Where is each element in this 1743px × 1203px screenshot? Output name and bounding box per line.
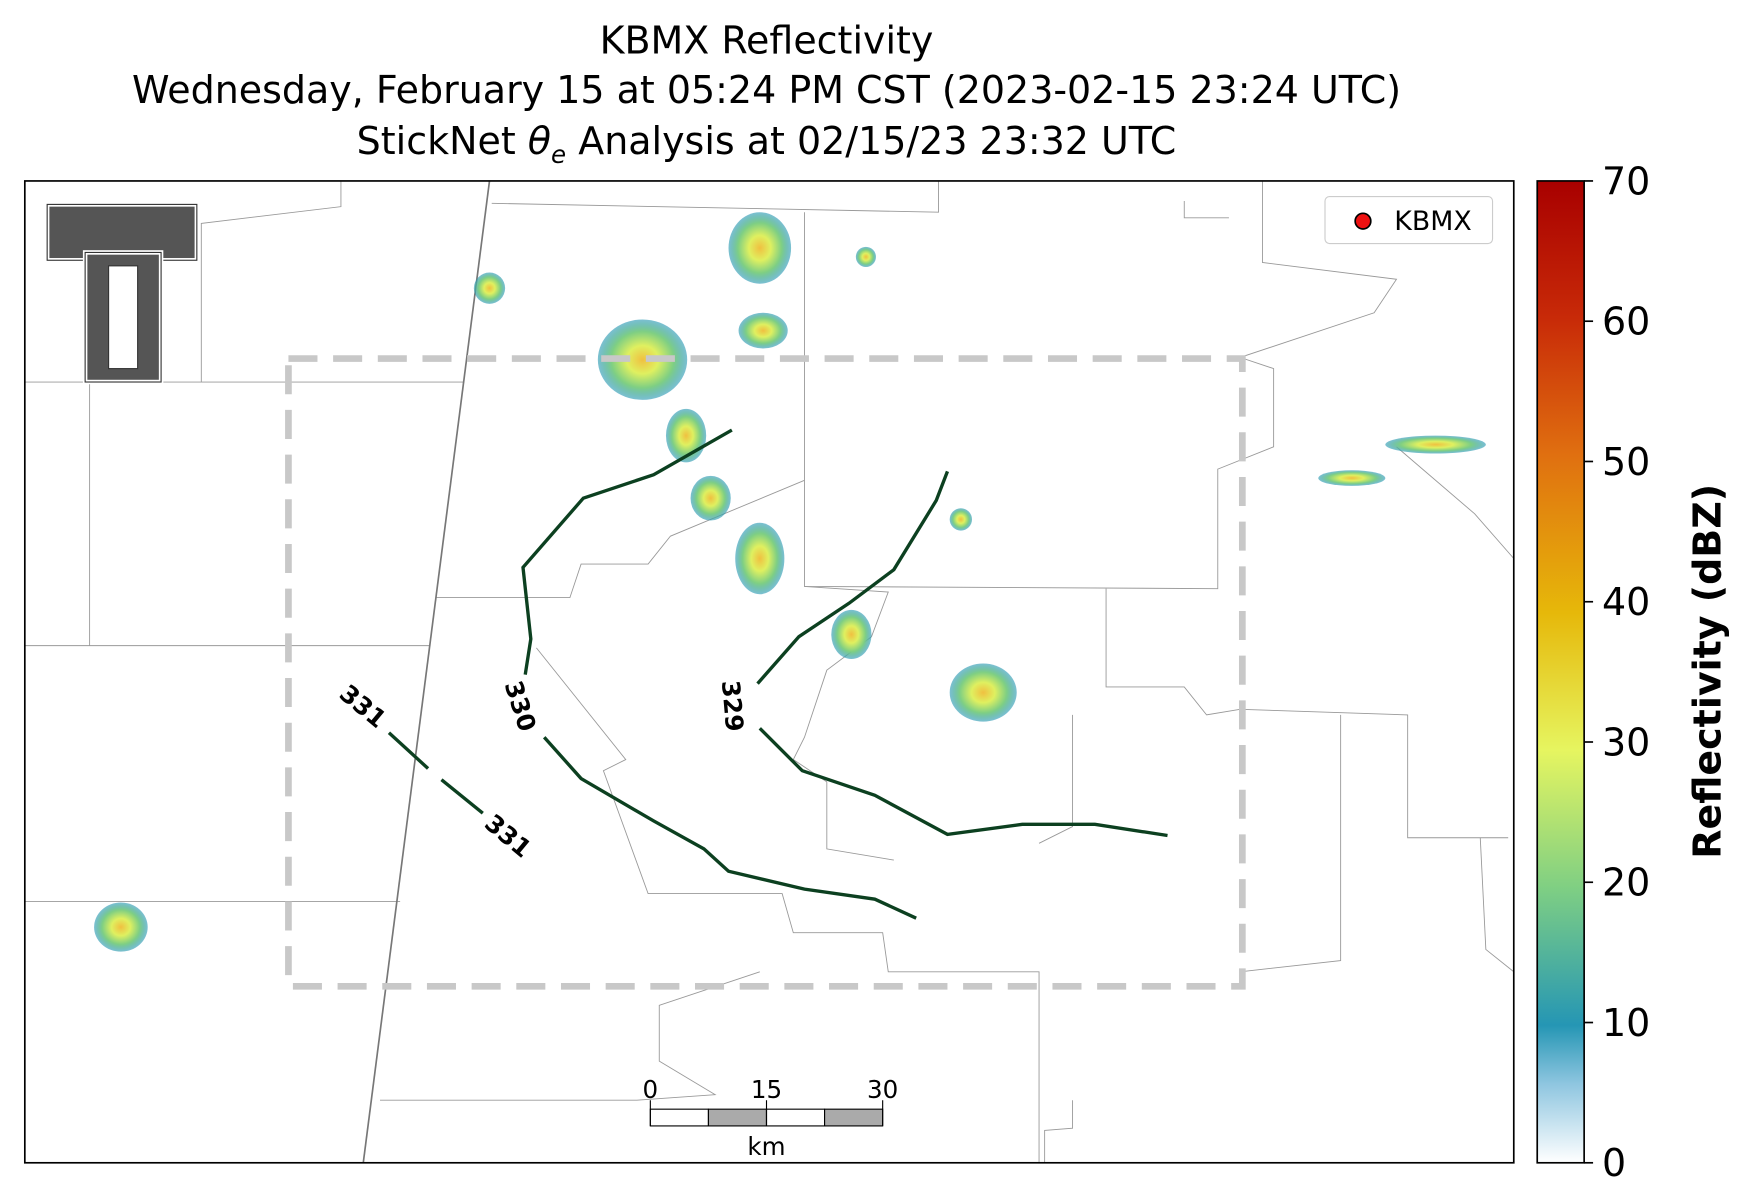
- logo: [44, 202, 200, 385]
- title-part: Analysis at 02/15/23 23:32 UTC: [566, 119, 1176, 163]
- colorbar-tick-label: 40: [1602, 580, 1650, 624]
- scale-tick-label: 0: [643, 1075, 659, 1104]
- legend-box: [1324, 196, 1494, 245]
- map: 331 330 329 331 KBMX km 0 15 30: [23, 180, 1515, 1164]
- theta-e-contours: [387, 428, 1168, 920]
- scale-segment: [707, 1108, 768, 1127]
- legend-label: KBMX: [1394, 206, 1471, 237]
- title-line: Wednesday, February 15 at 05:24 PM CST (…: [132, 68, 1401, 112]
- scale-bar: km 0 15 30: [643, 1075, 899, 1161]
- colorbar-tick-label: 60: [1602, 300, 1650, 344]
- legend-marker: [1354, 212, 1372, 230]
- radar-echoes: [94, 212, 1486, 952]
- colorbar-tick-label: 30: [1602, 720, 1650, 764]
- state-border: [362, 180, 491, 1163]
- county-borders: [24, 180, 1515, 1163]
- colorbar-scale: [1536, 180, 1585, 1164]
- colorbar-tick-label: 50: [1602, 440, 1650, 484]
- colorbar-tick-label: 10: [1602, 1001, 1650, 1045]
- title-part: StickNet: [357, 119, 528, 163]
- scale-segment: [824, 1108, 884, 1127]
- analysis-domain: [285, 355, 1246, 990]
- scale-segment: [765, 1108, 826, 1127]
- colorbar-tick-label: 0: [1602, 1141, 1626, 1185]
- colorbar-tick-label: 20: [1602, 861, 1650, 905]
- contour-label: 329: [716, 679, 749, 733]
- colorbar-label: Reflectivity (dBZ): [1685, 484, 1729, 859]
- colorbar: Reflectivity (dBZ) 0 10 20 30 40 50 60 70: [1536, 159, 1729, 1185]
- colorbar-tick-label: 70: [1602, 159, 1650, 203]
- title-line: StickNet θe Analysis at 02/15/23 23:32 U…: [357, 119, 1177, 169]
- scale-segment: [649, 1108, 709, 1127]
- title-subscript: e: [551, 140, 566, 169]
- legend: KBMX: [1324, 196, 1494, 245]
- scale-tick-label: 15: [751, 1075, 782, 1104]
- title-line: KBMX Reflectivity: [600, 19, 934, 63]
- title-symbol: θ: [528, 119, 551, 163]
- scale-tick-label: 30: [867, 1075, 898, 1104]
- title: KBMX Reflectivity Wednesday, February 15…: [132, 19, 1401, 169]
- map-frame: [23, 180, 1515, 1164]
- scale-unit: km: [747, 1132, 785, 1161]
